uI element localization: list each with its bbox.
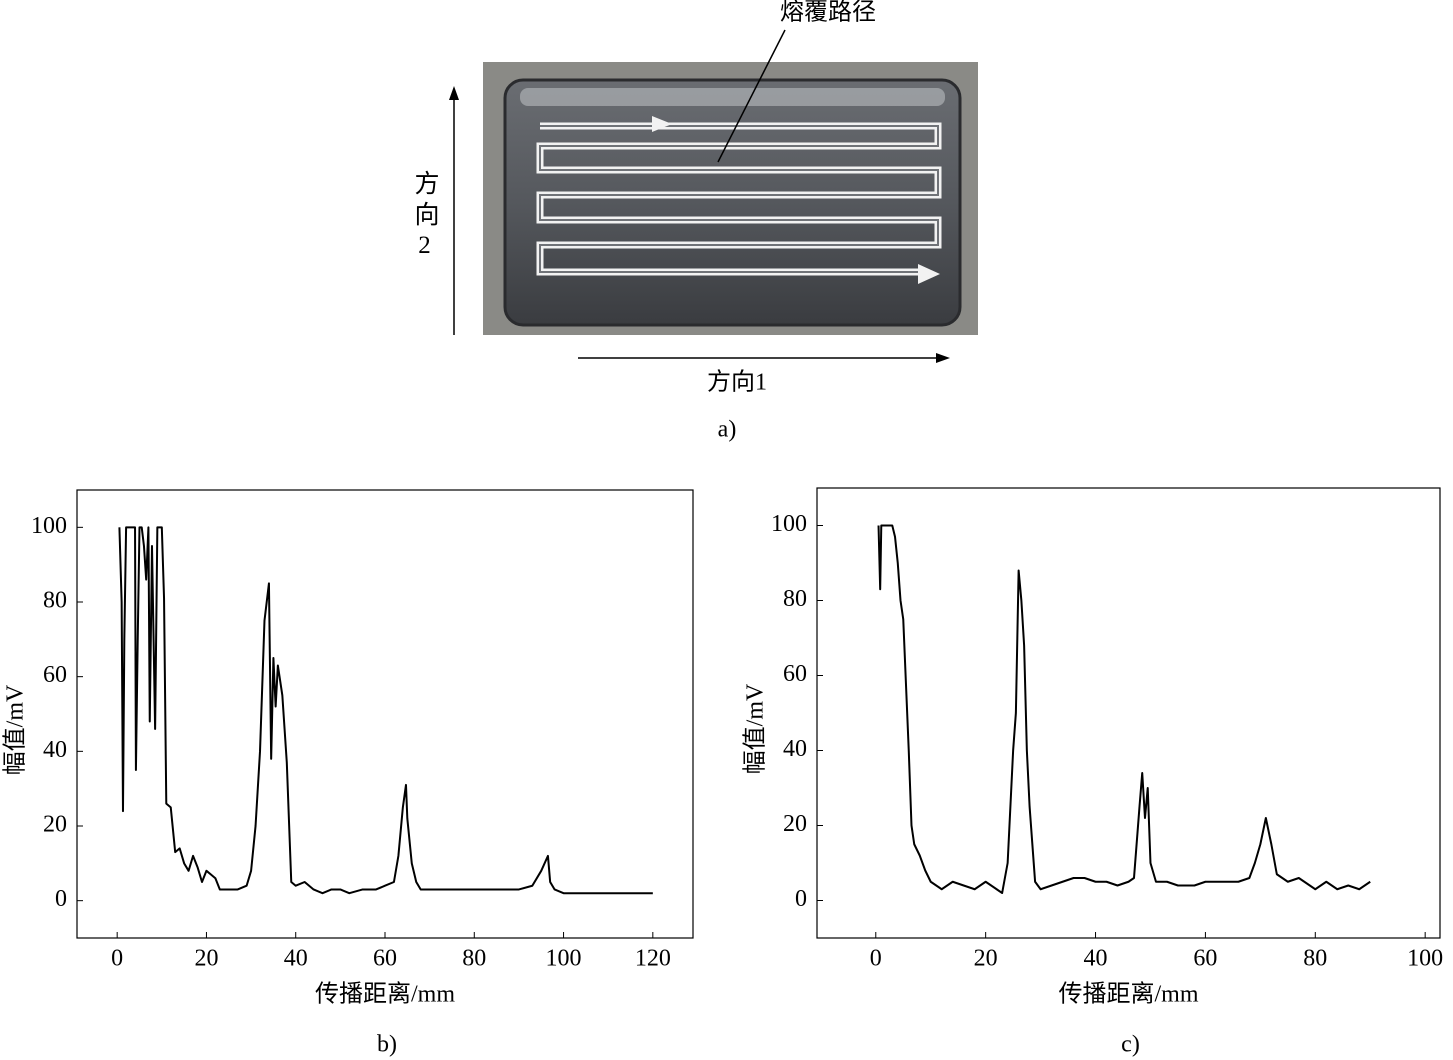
y-tick-label: 20 [43, 812, 67, 838]
x-tick-label: 0 [870, 946, 882, 972]
path-arrow [918, 264, 940, 284]
caption: c) [1121, 1032, 1140, 1058]
y-tick-label: 40 [43, 737, 67, 763]
y-axis-label: 幅值/mV [2, 684, 29, 775]
x-axis-label: 传播距离/mm [1058, 981, 1198, 1008]
caption: b) [377, 1032, 397, 1058]
x-tick-label: 40 [284, 946, 308, 972]
data-line [877, 524, 1371, 894]
y-tick-label: 0 [795, 886, 807, 912]
y-tick-label: 100 [31, 513, 67, 539]
y-tick-label: 0 [55, 886, 67, 912]
x-tick-label: 40 [1084, 946, 1108, 972]
path-label: 熔覆路径 [780, 0, 876, 26]
photo [483, 62, 978, 335]
plot-frame [76, 489, 694, 939]
direction1-label: 方向1 [707, 369, 767, 396]
y-tick-label: 20 [783, 811, 807, 837]
x-axis-label: 传播距离/mm [315, 981, 455, 1008]
x-tick-label: 60 [373, 946, 397, 972]
x-tick-label: 60 [1193, 946, 1217, 972]
x-tick-label: 20 [974, 946, 998, 972]
leader-line [717, 29, 786, 163]
y-tick-label: 100 [771, 511, 807, 537]
x-tick-label: 100 [1407, 946, 1443, 972]
cladding-path-inner [539, 125, 939, 273]
arrow-head [449, 86, 459, 100]
x-tick-label: 120 [635, 946, 671, 972]
caption: a) [718, 417, 737, 443]
x-tick-label: 20 [194, 946, 218, 972]
y-tick-label: 60 [43, 662, 67, 688]
y-tick-label: 80 [43, 588, 67, 614]
cladding-block [503, 78, 962, 327]
plot-frame [816, 487, 1441, 939]
x-tick-label: 80 [1303, 946, 1327, 972]
x-tick-label: 100 [546, 946, 582, 972]
y-tick-label: 60 [783, 661, 807, 687]
x-tick-label: 80 [462, 946, 486, 972]
y-tick-label: 40 [783, 736, 807, 762]
x-tick-label: 0 [111, 946, 123, 972]
highlight [520, 88, 945, 106]
data-line [118, 526, 653, 895]
arrow-head [936, 353, 950, 363]
path-arrow [652, 116, 672, 132]
y-axis-label: 幅值/mV [742, 683, 769, 774]
direction2-label: 方向2 [411, 170, 438, 265]
y-tick-label: 80 [783, 586, 807, 612]
